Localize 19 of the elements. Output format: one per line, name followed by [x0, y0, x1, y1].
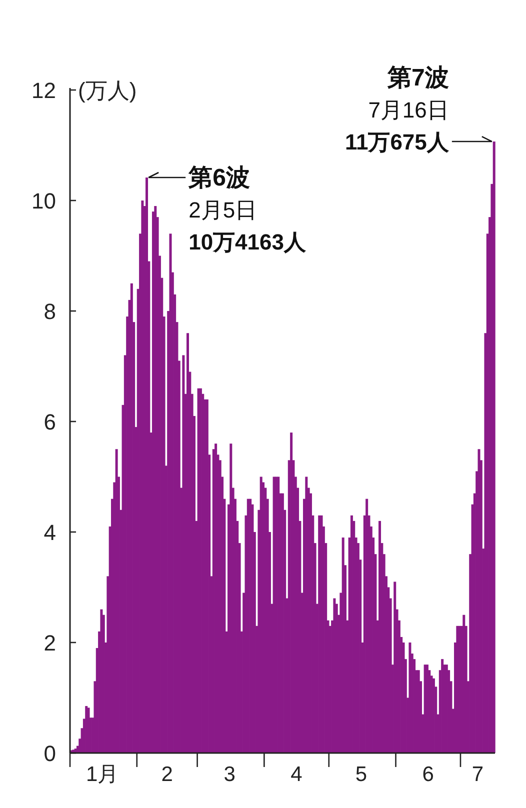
annotation: 第7波 7月16日 11万675人	[344, 64, 450, 155]
y-tick-label: 12	[32, 78, 56, 103]
y-tick-label: 2	[44, 630, 56, 656]
y-tick-label: 8	[44, 299, 56, 324]
x-tick-label: 6	[422, 763, 434, 786]
y-tick-label: 0	[44, 741, 56, 766]
x-tick-label: 5	[355, 763, 368, 786]
x-tick-label: 4	[290, 763, 303, 786]
annotation: 第6波 2月5日 10万4163人	[188, 164, 307, 254]
y-tick-label: 4	[44, 520, 56, 545]
annotation: 第7波 7月16日 11万675人	[344, 64, 492, 155]
x-tick-label: 1月	[86, 763, 119, 786]
y-tick-label: 10	[32, 188, 56, 214]
y-tick-label: 6	[44, 410, 56, 434]
x-tick-label: 2	[161, 763, 173, 786]
y-axis-title: (万人)	[78, 78, 137, 103]
x-tick-label: 3	[224, 763, 236, 786]
x-tick-label: 7	[472, 763, 484, 786]
annotation: 第6波 2月5日 10万4163人	[148, 164, 306, 254]
